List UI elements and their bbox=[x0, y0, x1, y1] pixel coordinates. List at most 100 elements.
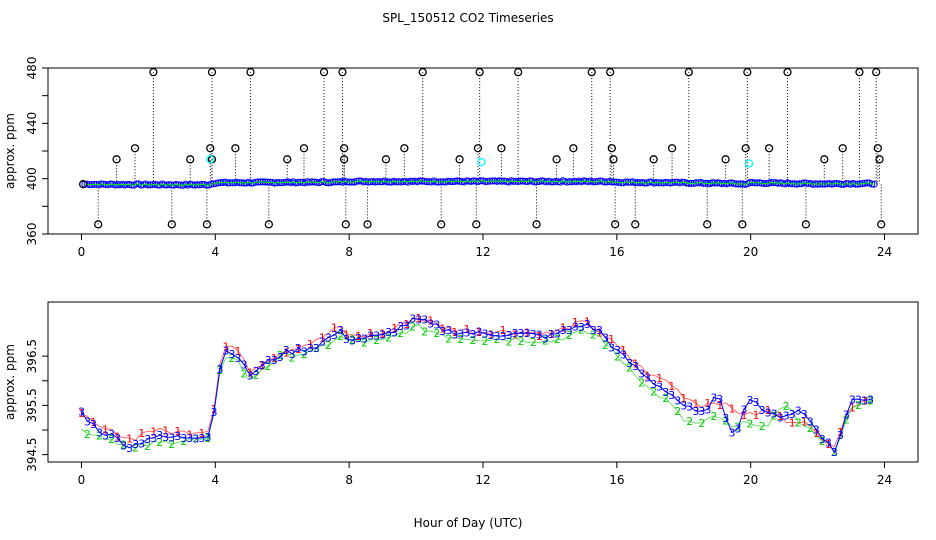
series-2-point: 2 bbox=[698, 417, 705, 430]
outlier-point bbox=[472, 220, 481, 229]
series-1-point: 1 bbox=[247, 367, 254, 380]
series-3-point: 3 bbox=[674, 395, 681, 408]
series-3-point: 3 bbox=[325, 331, 332, 344]
outlier-point bbox=[721, 155, 730, 164]
bottom-x-tick-label: 20 bbox=[743, 473, 758, 487]
series-2-point: 2 bbox=[771, 409, 778, 422]
series-1-point: 1 bbox=[728, 402, 735, 415]
series-3-point: 3 bbox=[801, 408, 808, 421]
x-axis-label: Hour of Day (UTC) bbox=[414, 516, 523, 530]
series-3-point: 3 bbox=[596, 324, 603, 337]
outlier-point bbox=[783, 68, 792, 77]
series-1-point: 1 bbox=[596, 326, 603, 339]
series-2-point: 2 bbox=[650, 386, 657, 399]
series-2-point: 2 bbox=[482, 335, 489, 348]
series-1-point: 1 bbox=[391, 322, 398, 335]
series-3-point: 3 bbox=[439, 325, 446, 338]
outlier-point bbox=[820, 155, 829, 164]
outlier-point bbox=[264, 220, 273, 229]
series-1-point: 1 bbox=[825, 438, 832, 451]
series-3-point: 3 bbox=[644, 372, 651, 385]
series-3-point: 3 bbox=[849, 393, 856, 406]
series-3-point: 3 bbox=[807, 415, 814, 428]
series-1-point: 1 bbox=[295, 343, 302, 356]
outlier-point bbox=[437, 220, 446, 229]
outlier-point bbox=[606, 68, 615, 77]
top-y-tick-label: 440 bbox=[25, 112, 39, 135]
series-2-point: 2 bbox=[168, 438, 175, 451]
series-2-point: 2 bbox=[96, 429, 103, 442]
series-3-point: 3 bbox=[349, 335, 356, 348]
series-3-point: 3 bbox=[716, 393, 723, 406]
outlier-point bbox=[339, 144, 349, 153]
series-2-point: 2 bbox=[397, 327, 404, 340]
outlier-point bbox=[473, 144, 483, 153]
outlier-point bbox=[801, 220, 811, 229]
series-3-point: 3 bbox=[223, 345, 230, 358]
outlier-point bbox=[112, 155, 121, 164]
series-3-point: 3 bbox=[168, 431, 175, 444]
series-2-point: 2 bbox=[807, 422, 814, 435]
series-3-point: 3 bbox=[855, 393, 862, 406]
outlier-point bbox=[246, 68, 255, 77]
series-3-point: 3 bbox=[150, 432, 157, 445]
series-1-point: 1 bbox=[78, 407, 85, 420]
bottom-y-tick-label: 395.5 bbox=[25, 388, 39, 422]
series-3-point: 3 bbox=[512, 327, 519, 340]
series-3-point: 3 bbox=[457, 327, 464, 340]
series-2-point: 2 bbox=[144, 440, 151, 453]
outlier-point bbox=[130, 144, 140, 153]
series-2-point: 2 bbox=[469, 334, 476, 347]
series-3-point: 3 bbox=[307, 342, 314, 355]
outlier-point bbox=[418, 68, 427, 77]
series-3-point: 3 bbox=[343, 333, 350, 346]
series-3-point: 3 bbox=[759, 404, 766, 417]
series-2-point: 2 bbox=[759, 420, 766, 433]
series-3-point: 3 bbox=[265, 354, 272, 367]
top-y-tick-label: 400 bbox=[25, 167, 39, 190]
outlier-point bbox=[838, 144, 847, 153]
series-3-point: 3 bbox=[825, 437, 832, 450]
series-3-point: 3 bbox=[813, 424, 820, 437]
series-1-point: 1 bbox=[644, 369, 651, 382]
outlier-point bbox=[667, 144, 677, 153]
outlier-point bbox=[649, 155, 658, 164]
series-3-point: 3 bbox=[867, 394, 874, 407]
series-3-point: 3 bbox=[102, 429, 109, 442]
series-3-point: 3 bbox=[156, 429, 163, 442]
baseline-point bbox=[203, 181, 211, 189]
series-3-point: 3 bbox=[692, 405, 699, 418]
series-2-point: 2 bbox=[289, 352, 296, 365]
outlier-point bbox=[283, 155, 292, 164]
outlier-point bbox=[338, 68, 347, 77]
outlier-point bbox=[532, 220, 541, 229]
series-1-point: 1 bbox=[656, 372, 663, 385]
series-3-point: 3 bbox=[198, 432, 205, 445]
series-1-point: 1 bbox=[271, 352, 278, 365]
series-2-point: 2 bbox=[710, 410, 717, 423]
series-1-point: 1 bbox=[235, 345, 242, 358]
series-1-point: 1 bbox=[475, 326, 482, 339]
chart-title: SPL_150512 CO2 Timeseries bbox=[382, 11, 553, 25]
series-3-point: 3 bbox=[560, 324, 567, 337]
series-2-point: 2 bbox=[662, 392, 669, 405]
outlier-point bbox=[609, 155, 618, 164]
series-3-point: 3 bbox=[132, 438, 139, 451]
series-1-point: 1 bbox=[813, 427, 820, 440]
bottom-y-tick-label: 396.5 bbox=[25, 339, 39, 373]
series-3-point: 3 bbox=[397, 320, 404, 333]
outlier-point bbox=[513, 68, 523, 77]
series-3-point: 3 bbox=[662, 386, 669, 399]
outlier-point bbox=[186, 155, 195, 164]
series-2-point: 2 bbox=[566, 329, 573, 342]
series-3-point: 3 bbox=[319, 336, 326, 349]
series-3-point: 3 bbox=[427, 318, 434, 331]
series-2-point: 2 bbox=[229, 352, 236, 365]
series-3-point: 3 bbox=[120, 439, 127, 452]
series-2-point: 2 bbox=[84, 428, 91, 441]
series-1-point: 1 bbox=[355, 330, 362, 343]
series-1-point: 1 bbox=[801, 416, 808, 429]
series-2-point: 2 bbox=[530, 336, 537, 349]
bottom-y-tick-label: 394.5 bbox=[25, 437, 39, 471]
series-2-point: 2 bbox=[795, 416, 802, 429]
